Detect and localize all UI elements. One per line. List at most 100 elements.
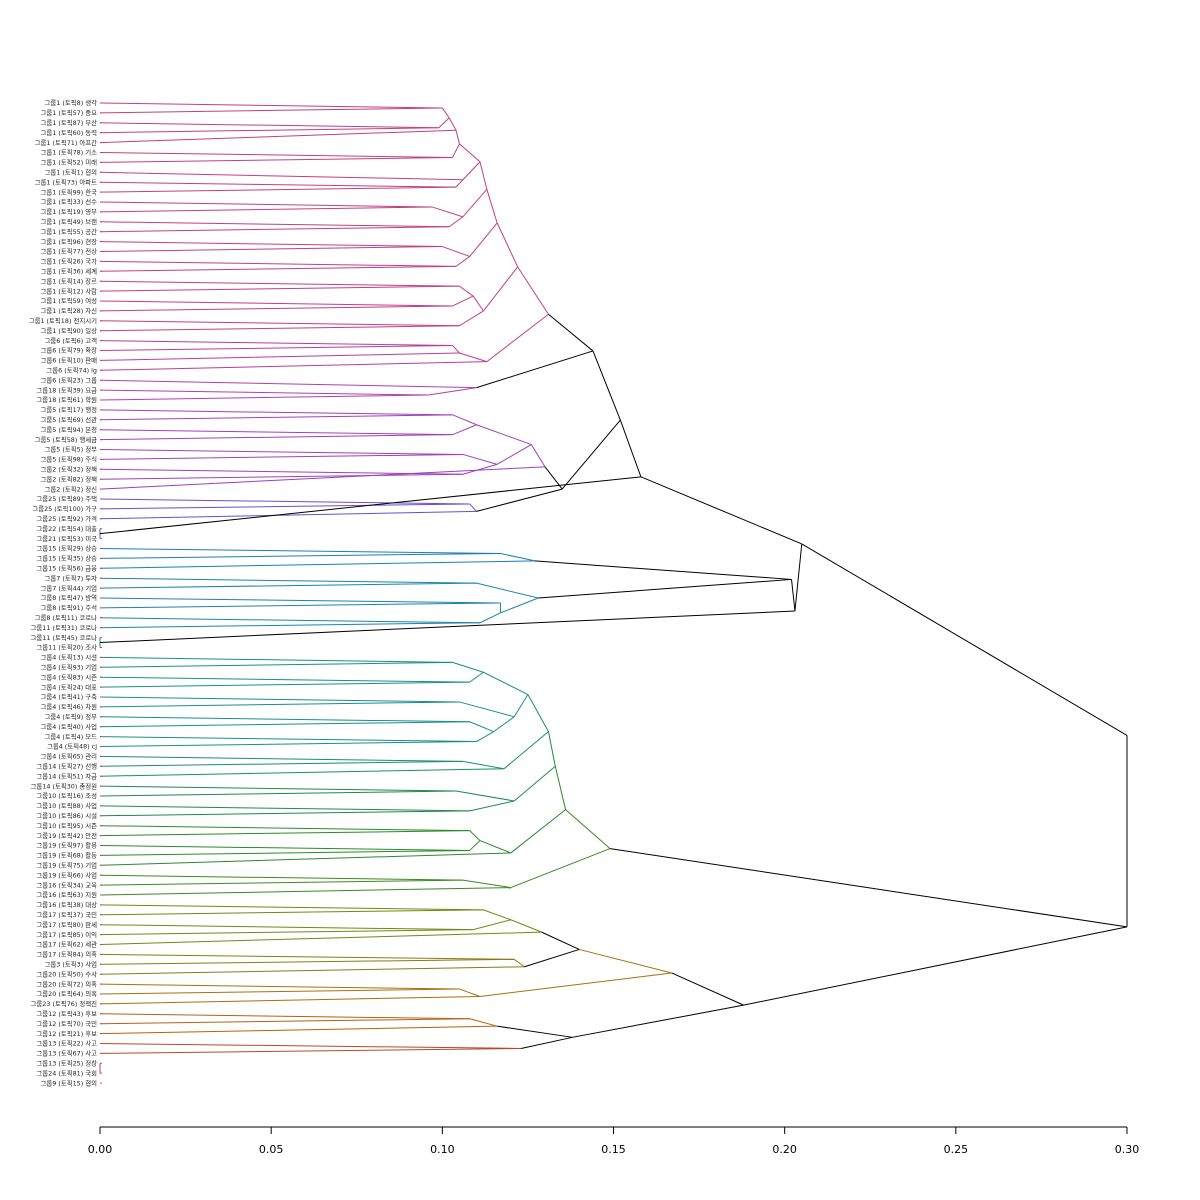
leaf-label: 그룹16 (토픽63) 지원	[36, 890, 97, 899]
leaf-label: 그룹1 (토픽28) 자신	[40, 306, 97, 315]
dendrogram-branch	[99, 879, 463, 886]
dendrogram-branch	[99, 931, 542, 945]
leaf-label: 그룹6 (토픽6) 고객	[45, 336, 98, 345]
dendrogram-branch	[99, 887, 511, 896]
dendrogram-branch	[99, 466, 546, 490]
dendrogram-branch	[520, 1036, 573, 1049]
dendrogram-branch	[476, 488, 563, 512]
leaf-label: 그룹6 (토픽10) 판매	[40, 356, 97, 365]
dendrogram-branch	[99, 845, 470, 851]
dendrogram-branch	[99, 107, 443, 114]
dendrogram-branch	[99, 760, 463, 767]
dendrogram-branch	[99, 260, 457, 267]
dendrogram-branch	[510, 919, 542, 933]
leaf-label: 그룹1 (토픽60) 동력	[40, 128, 97, 137]
dendrogram-branch	[476, 424, 532, 446]
x-tick-label: 0.05	[259, 1143, 284, 1156]
leaf-label: 그룹7 (토픽7) 투자	[45, 573, 98, 582]
dendrogram-branch	[99, 498, 470, 505]
dendrogram-branch	[99, 560, 535, 569]
dendrogram-branch	[99, 995, 480, 1005]
dendrogram-branch	[592, 350, 621, 421]
leaf-label: 그룹4 (토픽46) 차원	[40, 702, 97, 711]
leaf-label: 그룹11 (토픽45) 코로나	[31, 633, 98, 642]
leaf-label: 그룹7 (토픽44) 기업	[40, 583, 97, 592]
leaf-label: 그룹1 (토픽87) 부산	[40, 118, 97, 127]
dendrogram-branch	[99, 503, 470, 510]
dendrogram-branch	[547, 731, 556, 767]
dendrogram-branch	[99, 849, 470, 856]
dendrogram-branch	[99, 453, 463, 460]
dendrogram-branch	[99, 852, 511, 866]
dendrogram-branch	[99, 379, 477, 389]
dendrogram-branch	[486, 189, 498, 224]
dendrogram-branch	[99, 953, 515, 960]
leaf-label: 그룹5 (토픽5) 정부	[45, 445, 98, 454]
leaf-label: 그룹20 (토픽50) 수사	[36, 969, 97, 978]
x-tick-label: 0.25	[944, 1143, 969, 1156]
dendrogram-branch	[99, 958, 515, 965]
dendrogram-branch	[510, 809, 566, 854]
dendrogram-branch	[99, 790, 457, 797]
dendrogram-branch	[428, 387, 477, 396]
dendrogram-branch	[99, 577, 477, 584]
leaf-label: 그룹10 (토픽88) 사업	[36, 801, 97, 810]
dendrogram-branch	[493, 716, 515, 733]
dendrogram-branch	[510, 848, 611, 889]
dendrogram-branch	[99, 361, 487, 371]
dendrogram-branches	[99, 102, 1128, 1084]
dendrogram-branch	[452, 661, 484, 673]
dendrogram-branch	[99, 661, 453, 668]
dendrogram-branch	[462, 879, 511, 889]
dendrogram-branch	[496, 444, 532, 465]
dendrogram-branch	[469, 800, 515, 812]
leaf-label: 그룹4 (토픽13) 시설	[40, 653, 97, 662]
dendrogram-branch	[513, 958, 525, 968]
dendrogram-branch	[99, 701, 460, 708]
dendrogram-branch	[513, 694, 529, 718]
dendrogram-branch	[99, 805, 470, 812]
dendrogram-branch	[476, 731, 494, 742]
dendrogram-branch	[743, 926, 1128, 1006]
dendrogram-branch	[99, 617, 480, 624]
leaf-label: 그룹6 (토픽74) lg	[46, 366, 97, 375]
leaf-label: 그룹4 (토픽41) 구축	[40, 692, 97, 701]
dendrogram-branch	[572, 1004, 744, 1038]
dendrogram-branch	[99, 409, 453, 416]
dendrogram-branch	[517, 266, 549, 315]
dendrogram-branch	[99, 741, 477, 747]
dendrogram-branch	[99, 186, 457, 193]
dendrogram-branch	[801, 543, 1128, 736]
dendrogram-branch	[99, 129, 457, 144]
dendrogram-branch	[524, 948, 580, 968]
dendrogram-branch	[99, 241, 443, 248]
leaf-label: 그룹1 (토픽52) 미래	[40, 158, 97, 167]
leaf-label: 그룹16 (토픽38) 대상	[36, 900, 97, 909]
dendrogram-branch	[459, 352, 487, 363]
leaf-label: 그룹5 (토픽94) 본청	[40, 425, 97, 434]
dendrogram-branch	[473, 919, 511, 931]
leaf-label: 그룹14 (토픽51) 자금	[36, 771, 97, 780]
dendrogram-branch	[640, 476, 802, 545]
leaf-label: 그룹4 (토픽40) 사업	[40, 722, 97, 731]
leaf-label: 그룹2 (토픽82) 정책	[40, 474, 97, 483]
leaf-label: 그룹10 (토픽95) 시즌	[36, 821, 97, 830]
dendrogram-branch	[530, 444, 546, 468]
dendrogram-branch	[534, 560, 792, 580]
leaf-label: 그룹16 (토픽34) 교육	[36, 880, 97, 889]
dendrogram-branch	[469, 830, 481, 841]
dendrogram-branch	[99, 152, 453, 158]
leaf-label: 그룹1 (토픽78) 기소	[40, 148, 97, 157]
dendrogram-branch	[99, 676, 470, 683]
dendrogram-branch	[99, 874, 463, 881]
leaf-label: 그룹25 (토픽89) 주택	[36, 494, 97, 503]
leaf-label: 그룹17 (토픽84) 의혹	[36, 950, 97, 959]
leaf-label: 그룹14 (토픽30) 총정원	[31, 781, 98, 790]
leaf-label: 그룹15 (토픽29) 상승	[36, 544, 97, 553]
leaf-label: 그룹1 (토픽36) 세계	[40, 267, 97, 276]
leaf-label: 그룹1 (토픽26) 국가	[40, 257, 97, 266]
x-tick-label: 0.00	[88, 1143, 113, 1156]
dendrogram-branch	[486, 313, 549, 363]
dendrogram-branch	[462, 463, 498, 475]
